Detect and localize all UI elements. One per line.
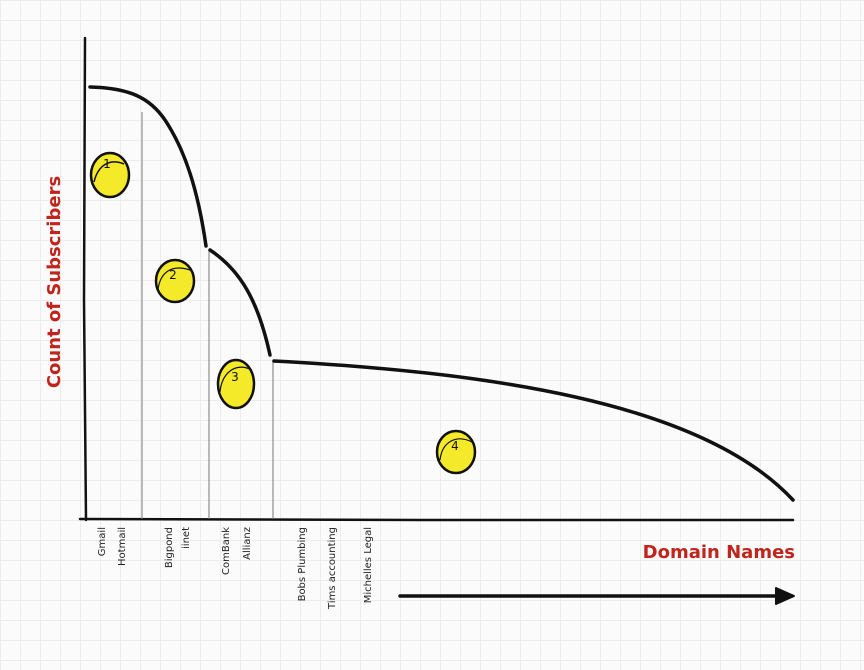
curve-segment-2	[208, 248, 272, 357]
segment-badge-3-number: 3	[231, 370, 239, 384]
segment-badge-4: 4	[435, 429, 477, 475]
y-axis-title: Count of Subscribers	[44, 176, 65, 388]
segment-badge-1: 1	[89, 151, 131, 199]
x-axis-line	[78, 517, 795, 522]
curve-segment-3	[272, 359, 795, 502]
domain-label-hotmail: Hotmail	[117, 527, 128, 566]
x-axis-title: Domain Names	[643, 542, 795, 563]
domain-label-bobs-plumbing: Bobs Plumbing	[297, 527, 308, 601]
segment-badge-2: 2	[154, 258, 196, 304]
segment-badge-2-number: 2	[169, 268, 177, 282]
domain-label-michelles-legal: Michelles Legal	[363, 527, 374, 603]
segment-badge-1-number: 1	[103, 157, 111, 171]
domain-labels: Gmail Hotmail Bigpond iinet ComBank Alli…	[97, 527, 374, 610]
domain-label-combank: ComBank	[221, 527, 232, 575]
domain-label-allianz: Allianz	[242, 527, 253, 560]
domain-label-gmail: Gmail	[97, 527, 108, 556]
domain-arrow-head	[775, 587, 795, 605]
segment-badge-4-number: 4	[451, 439, 459, 453]
curve-segment-1	[88, 85, 208, 248]
domain-label-bigpond: Bigpond	[164, 527, 175, 568]
domain-label-iinet: iinet	[181, 527, 192, 549]
y-axis-line	[82, 36, 88, 522]
domain-label-tims-accounting: Tims accounting	[327, 527, 338, 610]
segment-badge-3: 3	[216, 358, 256, 410]
